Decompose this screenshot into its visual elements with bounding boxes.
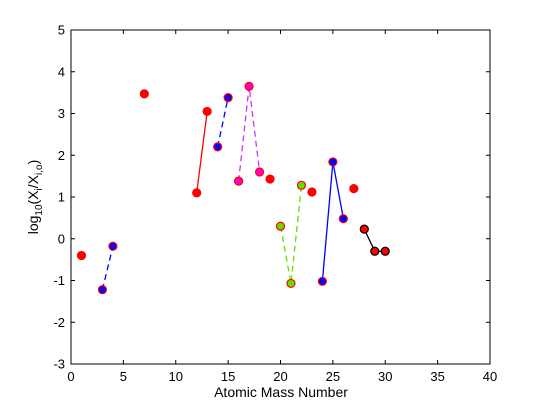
series-7-point bbox=[370, 246, 380, 256]
series-5-point bbox=[296, 180, 307, 190]
y-tick-label: 4 bbox=[58, 64, 65, 79]
x-tick-label: 10 bbox=[169, 369, 183, 384]
series-5-line bbox=[279, 185, 303, 284]
y-tick-label: -3 bbox=[53, 357, 65, 372]
y-tick-label: 5 bbox=[58, 23, 65, 38]
series-1-line bbox=[101, 246, 114, 290]
series-6-point bbox=[317, 276, 327, 286]
series-3-line bbox=[216, 97, 229, 148]
series-6-point bbox=[338, 214, 348, 224]
axis-ticks: 0 5 10 15 20 25 30 35 40 -3 -2 -1 0 1 2 3 4 5 bbox=[53, 23, 497, 385]
series-6-point bbox=[328, 157, 338, 167]
y-tick-label: 2 bbox=[58, 148, 65, 163]
y-tick-label: 3 bbox=[58, 106, 65, 121]
y-tick-label: -1 bbox=[53, 273, 65, 288]
y-axis-title-slash: /X bbox=[25, 174, 41, 188]
y-axis-title-open: (X bbox=[25, 190, 41, 205]
isolated-point bbox=[307, 187, 317, 197]
x-tick-label: 20 bbox=[273, 369, 287, 384]
y-axis-title-close: ) bbox=[25, 160, 41, 165]
isolated-point bbox=[349, 184, 359, 194]
series-2-point bbox=[192, 188, 202, 198]
series-7-point bbox=[359, 224, 369, 234]
series-5-point bbox=[286, 278, 296, 289]
x-tick-label: 15 bbox=[221, 369, 235, 384]
series-4-point bbox=[254, 167, 265, 177]
x-tick-label: 35 bbox=[430, 369, 444, 384]
y-axis-title: log10(Xi/Xi,o) bbox=[25, 160, 45, 235]
series-7-point bbox=[380, 246, 390, 256]
series-3-point bbox=[213, 142, 223, 152]
series-5-point bbox=[275, 221, 286, 231]
x-tick-label: 40 bbox=[483, 369, 497, 384]
series-1-point bbox=[108, 241, 118, 251]
series-3-point bbox=[223, 93, 233, 103]
y-tick-label: 0 bbox=[58, 231, 65, 246]
y-axis-title-log-base: 10 bbox=[34, 204, 45, 216]
series-4-point bbox=[244, 81, 254, 91]
isolated-point bbox=[76, 250, 87, 261]
y-axis-title-log: log bbox=[25, 216, 41, 235]
series-2-line bbox=[196, 111, 208, 193]
series-4-point bbox=[234, 176, 244, 186]
series-1-point bbox=[97, 285, 108, 295]
x-tick-label: 30 bbox=[378, 369, 392, 384]
data-points bbox=[76, 81, 390, 295]
x-tick-label: 25 bbox=[326, 369, 340, 384]
series-2-point bbox=[202, 106, 212, 117]
y-axis-title-num-sub: i bbox=[34, 188, 45, 190]
isolated-point bbox=[265, 174, 275, 184]
x-tick-label: 0 bbox=[67, 369, 74, 384]
isolated-point bbox=[139, 89, 149, 99]
x-axis-title: Atomic Mass Number bbox=[214, 384, 348, 400]
y-axis-title-den-sub: i,o bbox=[34, 164, 45, 175]
y-tick-label: 1 bbox=[58, 190, 65, 205]
x-tick-label: 5 bbox=[120, 369, 127, 384]
y-tick-label: -2 bbox=[53, 315, 65, 330]
